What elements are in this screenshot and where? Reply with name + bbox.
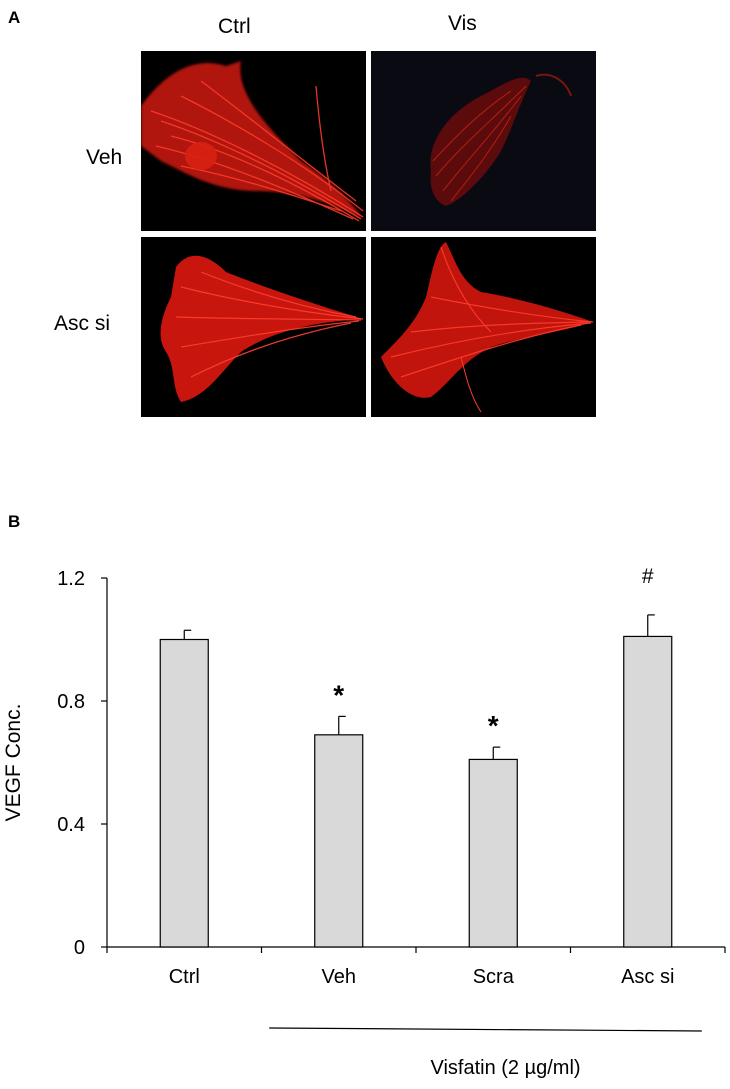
column-label-ctrl: Ctrl	[218, 15, 251, 38]
y-tick-label: 0.8	[57, 691, 85, 713]
micrograph-vis-veh	[371, 51, 596, 231]
y-tick-label: 0.4	[57, 814, 85, 836]
bar	[623, 635, 673, 948]
y-axis-label: VEGF Conc.	[2, 704, 25, 822]
treatment-bracket	[269, 1027, 702, 1032]
bar	[314, 734, 364, 948]
significance-marker: *	[488, 710, 499, 741]
y-tick-label: 0	[74, 937, 85, 959]
significance-marker: #	[642, 565, 654, 588]
row-label-veh: Veh	[86, 146, 123, 169]
panel-b-letter: B	[8, 512, 21, 531]
category-label: Asc si	[621, 966, 674, 988]
significance-marker: *	[333, 679, 344, 710]
column-label-vis: Vis	[448, 12, 477, 35]
row-label-asc-si: Asc si	[54, 312, 111, 335]
treatment-bracket-label: Visfatin (2 µg/ml)	[430, 1057, 580, 1079]
category-label: Ctrl	[169, 966, 200, 988]
micrograph-ctrl-asc-si	[141, 237, 366, 417]
y-tick-label: 1.2	[57, 568, 85, 590]
micrograph-vis-asc-si	[371, 237, 596, 417]
category-label: Veh	[322, 966, 356, 988]
vegf-bar-chart: 0 0.4 0.8 1.2 VEGF Conc. Ctrl * Veh * Scra # Asc si…	[2, 565, 726, 1079]
category-label: Scra	[473, 966, 515, 988]
bar	[468, 758, 518, 948]
panel-a-letter: A	[8, 8, 21, 27]
bar	[159, 638, 209, 948]
micrograph-ctrl-veh	[141, 51, 366, 231]
